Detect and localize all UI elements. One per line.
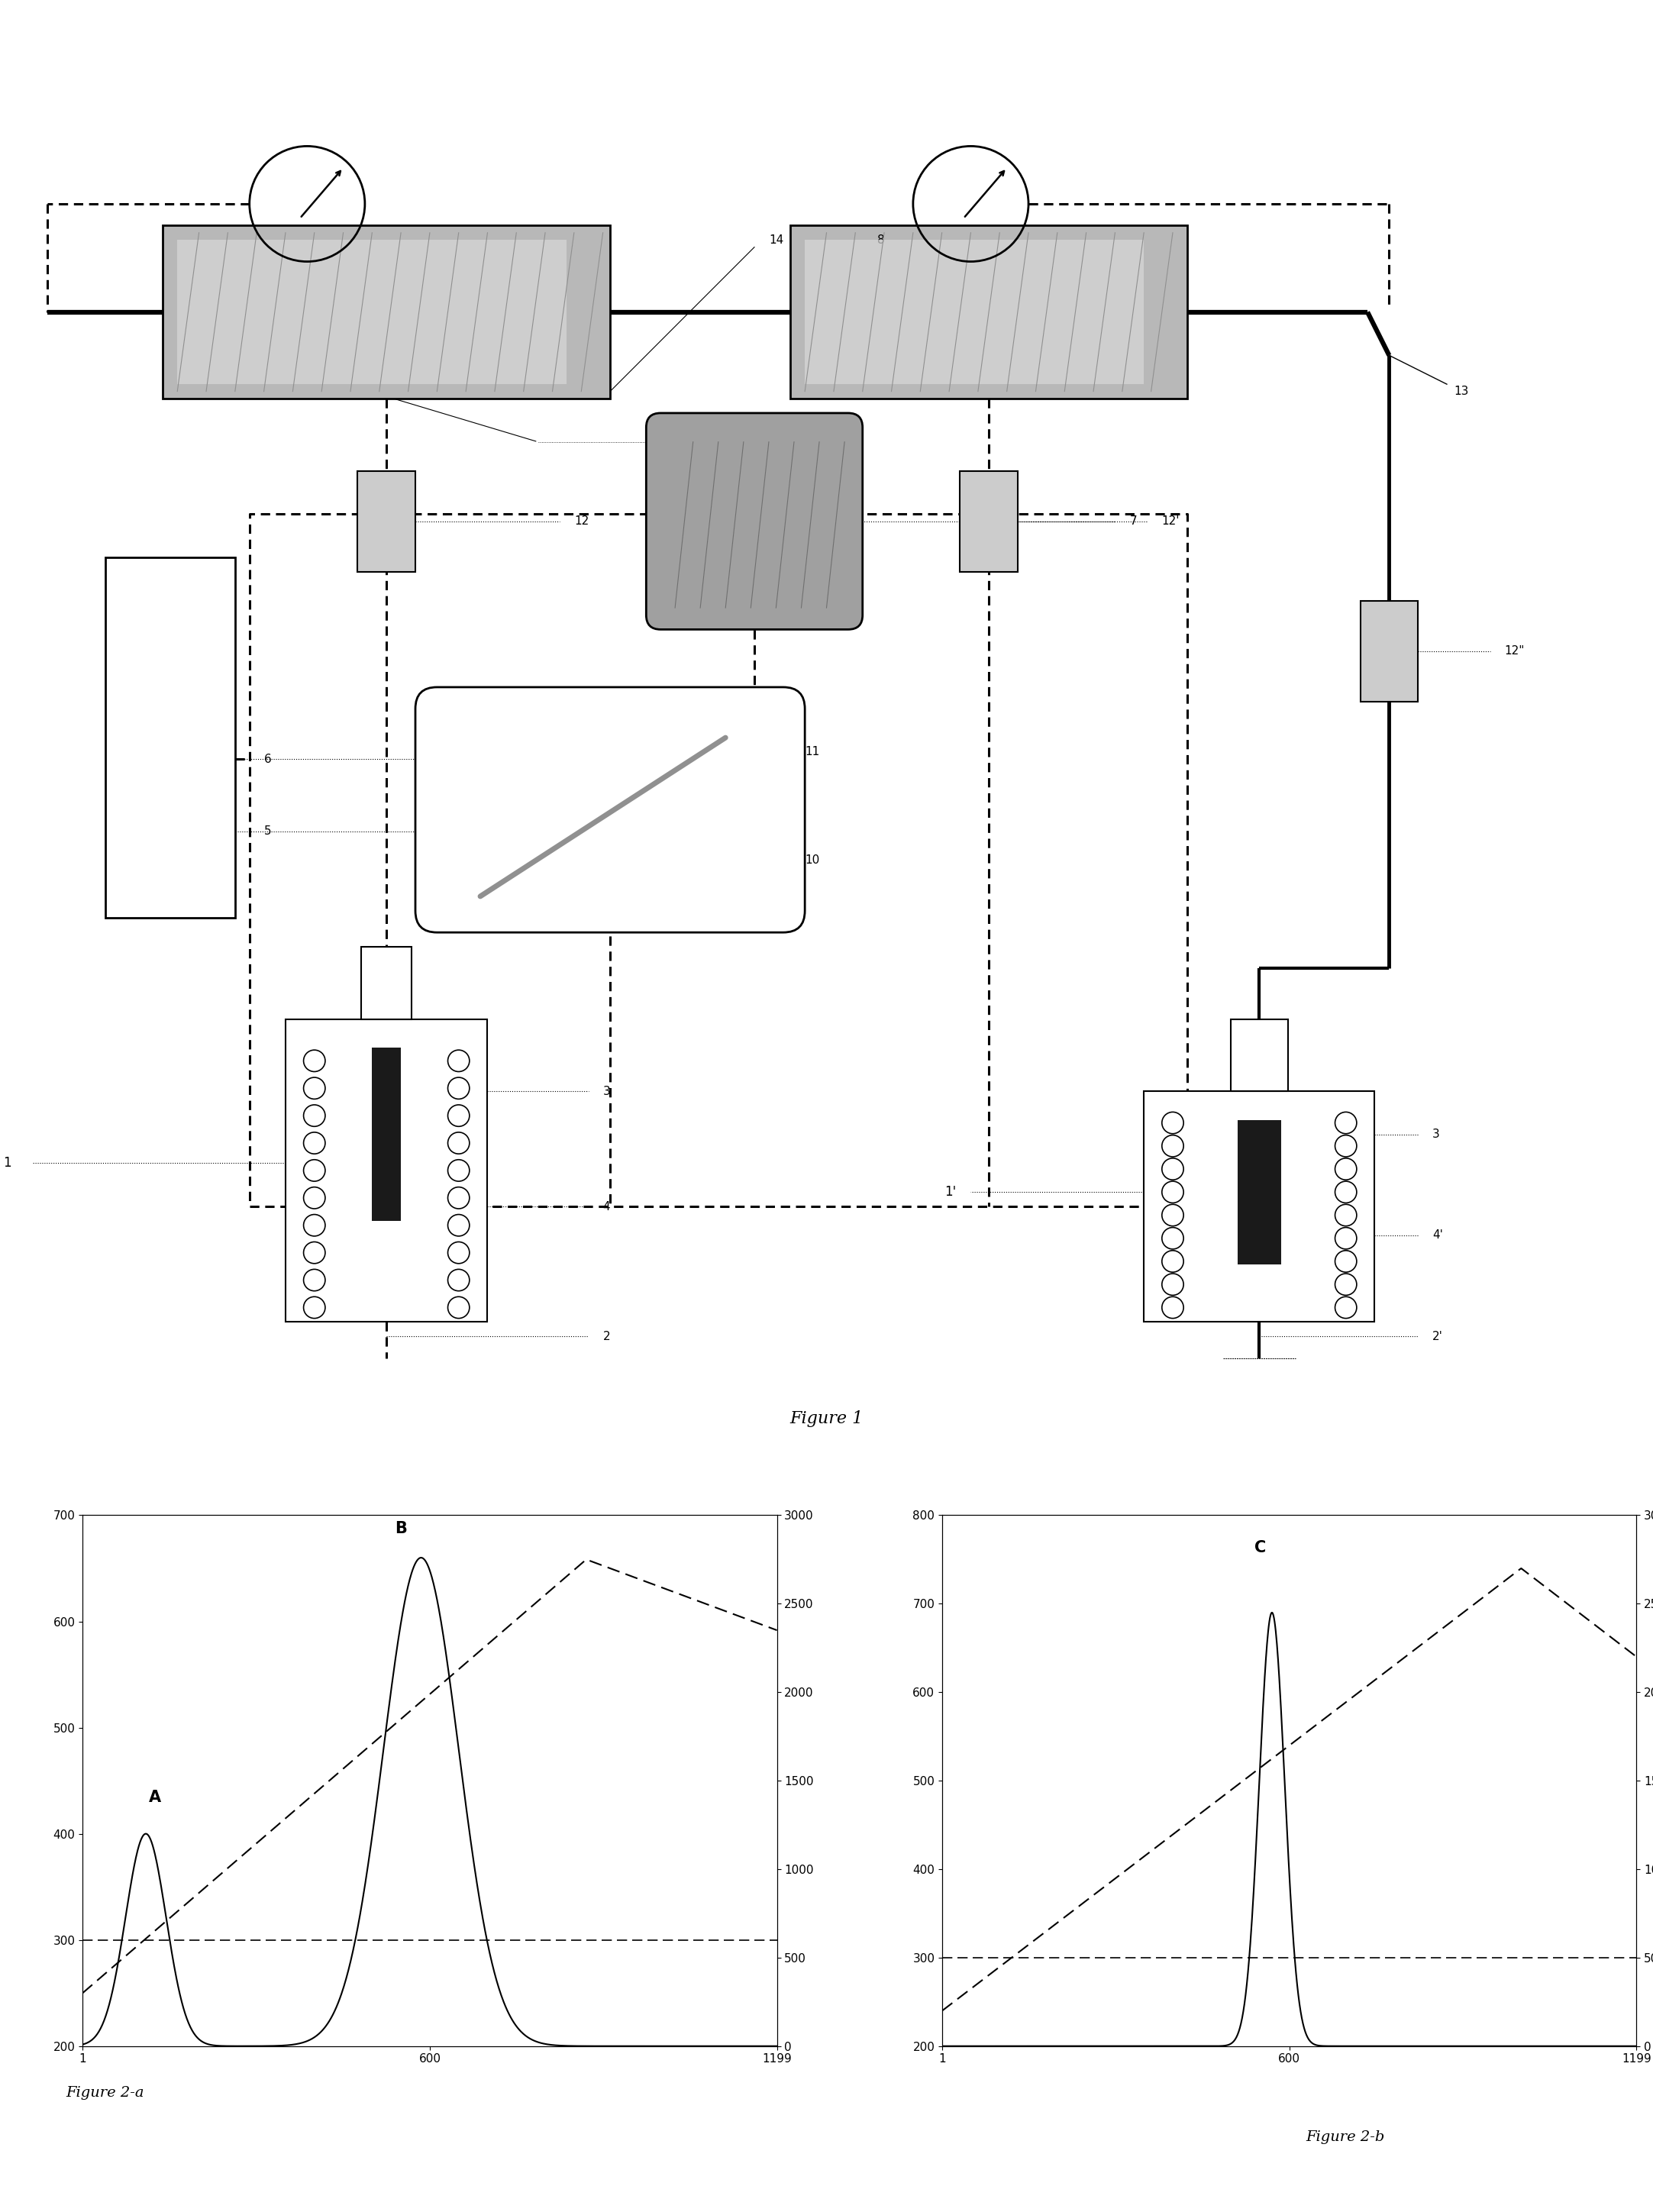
Text: 8: 8 <box>878 234 884 246</box>
FancyBboxPatch shape <box>646 414 863 630</box>
Text: Figure 1: Figure 1 <box>790 1409 863 1427</box>
Text: 5: 5 <box>264 825 271 836</box>
Text: 2: 2 <box>603 1332 610 1343</box>
Text: 4': 4' <box>1433 1230 1443 1241</box>
Text: 12": 12" <box>1504 646 1524 657</box>
Text: Figure 2-b: Figure 2-b <box>1306 2130 1385 2143</box>
Text: 4: 4 <box>603 1201 610 1212</box>
Bar <box>1230 1020 1288 1091</box>
Bar <box>1238 1119 1281 1265</box>
Bar <box>1360 602 1418 701</box>
Text: 11: 11 <box>805 745 820 759</box>
Text: 7: 7 <box>1129 515 1137 526</box>
Bar <box>372 1048 402 1221</box>
Text: 3: 3 <box>1433 1128 1440 1139</box>
Bar <box>164 226 610 398</box>
Bar <box>1144 1091 1375 1323</box>
Bar <box>177 239 567 385</box>
Bar <box>805 239 1144 385</box>
Bar <box>960 471 1018 571</box>
Text: 12: 12 <box>574 515 588 526</box>
Text: 12': 12' <box>1162 515 1180 526</box>
Bar <box>790 226 1187 398</box>
Text: B: B <box>395 1522 407 1537</box>
Bar <box>357 471 415 571</box>
Text: 13: 13 <box>1455 385 1470 398</box>
Text: 6: 6 <box>264 754 271 765</box>
Text: C: C <box>1255 1540 1266 1555</box>
Text: 1': 1' <box>946 1186 957 1199</box>
Bar <box>106 557 235 918</box>
Text: 2': 2' <box>1433 1332 1443 1343</box>
Text: 1: 1 <box>3 1157 12 1170</box>
FancyBboxPatch shape <box>415 688 805 933</box>
Text: A: A <box>149 1790 160 1805</box>
Bar <box>286 1020 488 1323</box>
Text: 14: 14 <box>769 234 784 246</box>
Text: 10: 10 <box>805 854 820 867</box>
Text: 3: 3 <box>603 1086 610 1097</box>
Text: 9: 9 <box>732 436 741 447</box>
Bar <box>362 947 412 1020</box>
Text: Figure 2-a: Figure 2-a <box>66 2086 144 2099</box>
